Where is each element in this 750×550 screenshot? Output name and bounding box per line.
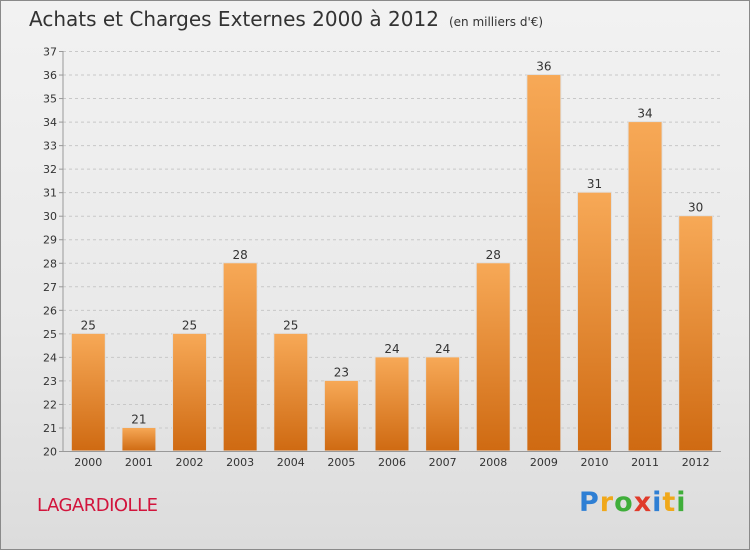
chart-title: Achats et Charges Externes 2000 à 2012 (e… bbox=[29, 7, 543, 31]
x-tick-label: 2008 bbox=[479, 456, 507, 469]
bar bbox=[425, 356, 461, 452]
bar-value-label: 24 bbox=[435, 342, 450, 356]
x-tick-label: 2000 bbox=[74, 456, 102, 469]
x-tick-label: 2003 bbox=[226, 456, 254, 469]
bar bbox=[70, 332, 106, 452]
bar bbox=[222, 262, 258, 452]
x-tick-label: 2006 bbox=[378, 456, 406, 469]
bar-value-label: 21 bbox=[131, 412, 146, 426]
y-tick-label: 24 bbox=[43, 351, 57, 364]
y-tick-label: 22 bbox=[43, 398, 57, 411]
y-tick-label: 30 bbox=[43, 210, 57, 223]
y-tick-label: 34 bbox=[43, 116, 57, 129]
x-tick-label: 2007 bbox=[429, 456, 457, 469]
bar bbox=[323, 379, 359, 452]
bar-value-label: 28 bbox=[486, 248, 501, 262]
bar-value-label: 30 bbox=[688, 201, 703, 215]
bar-value-label: 25 bbox=[283, 318, 298, 332]
x-tick-label: 2012 bbox=[682, 456, 710, 469]
y-tick-label: 28 bbox=[43, 257, 57, 270]
bar-value-label: 31 bbox=[587, 177, 602, 191]
bar bbox=[526, 74, 562, 452]
y-tick-label: 27 bbox=[43, 281, 57, 294]
x-tick-label: 2004 bbox=[277, 456, 305, 469]
bar bbox=[273, 332, 309, 452]
y-tick-label: 26 bbox=[43, 304, 57, 317]
bar-value-label: 25 bbox=[182, 318, 197, 332]
chart-subtitle: (en milliers d'€) bbox=[448, 15, 544, 29]
proxiti-logo: Proxiti bbox=[579, 487, 687, 518]
y-tick-label: 37 bbox=[43, 46, 57, 59]
y-axis: 20 21 22 23 24 25 26 27 28 29 30 31 32 33 34 35 36 37 bbox=[43, 46, 64, 459]
bar-value-label: 28 bbox=[233, 248, 248, 262]
y-tick-label: 25 bbox=[43, 328, 57, 341]
bar bbox=[172, 332, 208, 452]
x-tick-label: 2001 bbox=[125, 456, 153, 469]
bar-value-label: 36 bbox=[536, 60, 551, 74]
x-tick-label: 2009 bbox=[530, 456, 558, 469]
chart-title-text: Achats et Charges Externes 2000 à 2012 bbox=[29, 7, 439, 31]
bar-value-label: 24 bbox=[384, 342, 399, 356]
bars: 25 21 25 28 25 23 24 24 28 36 31 34 30 bbox=[70, 60, 714, 452]
y-tick-label: 23 bbox=[43, 375, 57, 388]
y-tick-label: 29 bbox=[43, 234, 57, 247]
bar bbox=[627, 121, 663, 452]
bar-value-label: 23 bbox=[334, 365, 349, 379]
place-name: LAGARDIOLLE bbox=[37, 495, 158, 516]
x-tick-label: 2005 bbox=[327, 456, 355, 469]
x-axis: 2000 2001 2002 2003 2004 2005 2006 2007 2008 2009… bbox=[63, 451, 721, 469]
bar-value-label: 34 bbox=[637, 107, 652, 121]
bar bbox=[678, 215, 714, 452]
y-tick-label: 21 bbox=[43, 422, 57, 435]
x-tick-label: 2002 bbox=[176, 456, 204, 469]
y-tick-label: 35 bbox=[43, 93, 57, 106]
bar bbox=[475, 262, 511, 452]
y-tick-label: 33 bbox=[43, 140, 57, 153]
x-tick-label: 2011 bbox=[631, 456, 659, 469]
bar-value-label: 25 bbox=[81, 318, 96, 332]
y-tick-label: 36 bbox=[43, 69, 57, 82]
bar bbox=[374, 356, 410, 452]
bar bbox=[121, 426, 157, 452]
y-tick-label: 31 bbox=[43, 187, 57, 200]
bar bbox=[576, 191, 612, 452]
x-tick-label: 2010 bbox=[580, 456, 608, 469]
y-tick-label: 32 bbox=[43, 163, 57, 176]
y-tick-label: 20 bbox=[43, 446, 57, 459]
